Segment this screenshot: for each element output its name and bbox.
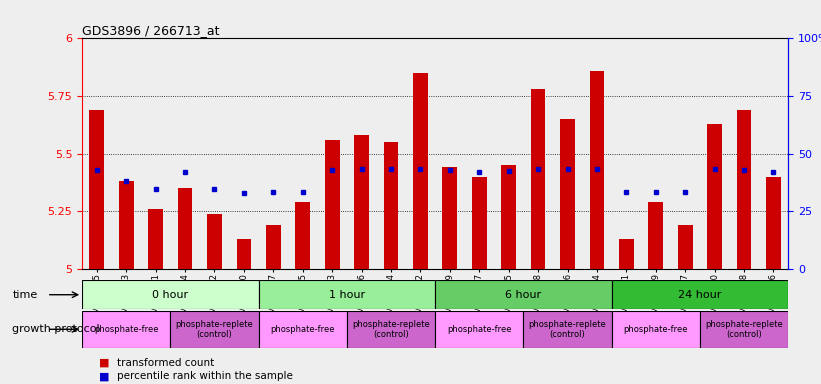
Text: time: time	[12, 290, 38, 300]
Text: GDS3896 / 266713_at: GDS3896 / 266713_at	[82, 24, 219, 37]
Bar	[530, 89, 545, 269]
Bar	[296, 202, 310, 269]
Bar	[502, 165, 516, 269]
Text: transformed count: transformed count	[117, 358, 213, 368]
Text: phosphate-free: phosphate-free	[94, 325, 158, 334]
Bar	[82, 311, 171, 348]
Bar	[435, 311, 524, 348]
Bar	[560, 119, 575, 269]
Text: 6 hour: 6 hour	[505, 290, 542, 300]
Bar	[678, 225, 693, 269]
Bar	[619, 239, 634, 269]
Bar	[472, 177, 487, 269]
Bar	[699, 311, 788, 348]
Bar	[89, 110, 104, 269]
Bar	[177, 188, 192, 269]
Bar	[766, 177, 781, 269]
Bar	[82, 280, 259, 309]
Bar	[266, 225, 281, 269]
Text: 1 hour: 1 hour	[328, 290, 365, 300]
Bar	[443, 167, 457, 269]
Bar	[524, 311, 612, 348]
Bar	[612, 311, 700, 348]
Bar	[259, 311, 346, 348]
Text: phosphate-replete
(control): phosphate-replete (control)	[705, 319, 783, 339]
Bar	[354, 135, 369, 269]
Bar	[347, 311, 435, 348]
Bar	[325, 140, 340, 269]
Text: ■: ■	[99, 371, 112, 381]
Text: phosphate-free: phosphate-free	[447, 325, 511, 334]
Text: 24 hour: 24 hour	[678, 290, 722, 300]
Text: phosphate-free: phosphate-free	[623, 325, 688, 334]
Text: phosphate-replete
(control): phosphate-replete (control)	[352, 319, 430, 339]
Bar	[736, 110, 751, 269]
Bar	[612, 280, 788, 309]
Bar	[649, 202, 663, 269]
Bar	[589, 71, 604, 269]
Bar	[259, 280, 435, 309]
Bar	[435, 280, 612, 309]
Bar	[149, 209, 163, 269]
Bar	[707, 124, 722, 269]
Text: phosphate-free: phosphate-free	[270, 325, 335, 334]
Bar	[119, 181, 134, 269]
Text: phosphate-replete
(control): phosphate-replete (control)	[529, 319, 607, 339]
Text: growth protocol: growth protocol	[12, 324, 100, 334]
Bar	[383, 142, 398, 269]
Text: phosphate-replete
(control): phosphate-replete (control)	[176, 319, 254, 339]
Text: percentile rank within the sample: percentile rank within the sample	[117, 371, 292, 381]
Bar	[236, 239, 251, 269]
Text: 0 hour: 0 hour	[152, 290, 189, 300]
Bar	[171, 311, 259, 348]
Bar	[207, 214, 222, 269]
Text: ■: ■	[99, 358, 112, 368]
Bar	[413, 73, 428, 269]
